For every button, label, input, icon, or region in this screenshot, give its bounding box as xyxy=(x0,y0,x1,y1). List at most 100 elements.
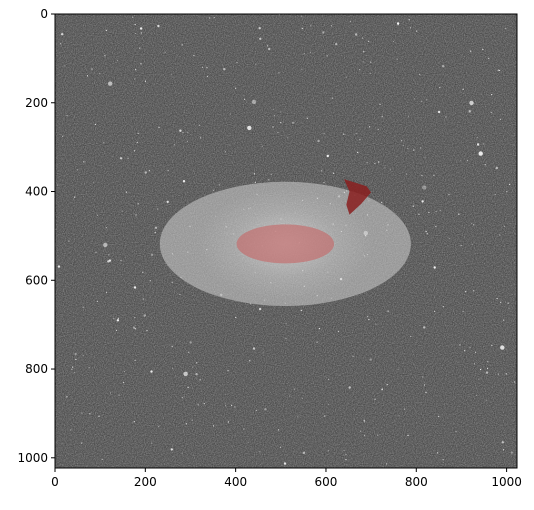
star xyxy=(381,116,383,118)
star xyxy=(310,25,312,27)
star xyxy=(74,371,76,374)
star xyxy=(301,397,304,399)
star xyxy=(96,300,98,302)
star xyxy=(448,194,450,196)
star xyxy=(285,323,287,325)
star xyxy=(476,136,478,138)
star xyxy=(439,210,441,212)
star xyxy=(285,337,287,339)
star xyxy=(424,157,426,159)
star xyxy=(206,67,208,69)
star xyxy=(419,73,421,75)
star xyxy=(503,225,506,227)
star xyxy=(300,309,302,311)
star xyxy=(301,68,303,70)
star xyxy=(57,184,59,186)
star xyxy=(135,32,137,35)
star xyxy=(369,72,371,74)
star xyxy=(460,245,462,247)
star xyxy=(442,306,444,308)
star xyxy=(364,421,366,423)
star xyxy=(408,19,410,21)
star xyxy=(317,139,320,143)
star xyxy=(324,415,326,417)
star xyxy=(132,16,134,18)
star xyxy=(335,42,338,46)
star xyxy=(64,65,66,67)
star xyxy=(316,341,318,343)
star xyxy=(422,185,427,190)
star xyxy=(137,132,139,135)
star xyxy=(442,459,444,461)
star xyxy=(483,143,485,145)
star xyxy=(97,214,99,216)
star xyxy=(278,429,280,431)
star xyxy=(88,367,90,369)
star xyxy=(458,213,460,215)
star xyxy=(61,33,64,36)
star xyxy=(425,231,427,233)
star xyxy=(434,310,436,312)
star xyxy=(137,203,139,205)
star xyxy=(426,233,428,235)
star xyxy=(485,371,489,374)
star xyxy=(328,378,330,380)
star xyxy=(459,344,461,346)
star xyxy=(103,242,108,248)
star xyxy=(497,373,499,375)
star xyxy=(225,405,227,407)
star xyxy=(478,378,480,380)
star xyxy=(66,396,68,398)
star xyxy=(252,347,256,350)
star xyxy=(497,69,499,71)
star xyxy=(118,394,120,396)
star xyxy=(74,352,77,356)
star xyxy=(170,448,173,451)
star xyxy=(119,157,123,160)
star xyxy=(303,52,305,55)
star xyxy=(191,419,193,421)
star xyxy=(134,78,136,80)
star xyxy=(133,150,136,152)
star xyxy=(94,123,96,125)
y-axis: 0 200 400 600 800 1000 xyxy=(17,7,55,465)
star xyxy=(280,122,282,124)
star xyxy=(82,355,84,357)
star xyxy=(485,399,487,401)
x-tick-label: 400 xyxy=(224,475,247,489)
star xyxy=(499,118,502,120)
star xyxy=(346,76,348,78)
star xyxy=(423,384,426,386)
star xyxy=(103,142,105,144)
star xyxy=(272,108,274,111)
star xyxy=(142,271,144,273)
star xyxy=(322,31,325,34)
star xyxy=(186,371,188,373)
star xyxy=(76,169,79,171)
star xyxy=(132,326,136,329)
star xyxy=(482,48,484,51)
star xyxy=(428,211,430,214)
star xyxy=(105,291,108,294)
star xyxy=(212,189,214,191)
star xyxy=(505,28,507,30)
star xyxy=(360,430,362,432)
star xyxy=(462,310,464,313)
star xyxy=(127,157,129,159)
star xyxy=(355,33,358,36)
star xyxy=(108,254,110,256)
star xyxy=(370,61,372,63)
star xyxy=(374,162,376,165)
star xyxy=(468,110,471,113)
star xyxy=(189,341,192,344)
star xyxy=(397,24,399,26)
star xyxy=(359,139,361,141)
star xyxy=(460,160,462,162)
star xyxy=(89,413,91,415)
star xyxy=(494,194,496,196)
star xyxy=(345,459,347,461)
star xyxy=(412,205,414,207)
star xyxy=(357,151,359,153)
star xyxy=(251,99,257,105)
